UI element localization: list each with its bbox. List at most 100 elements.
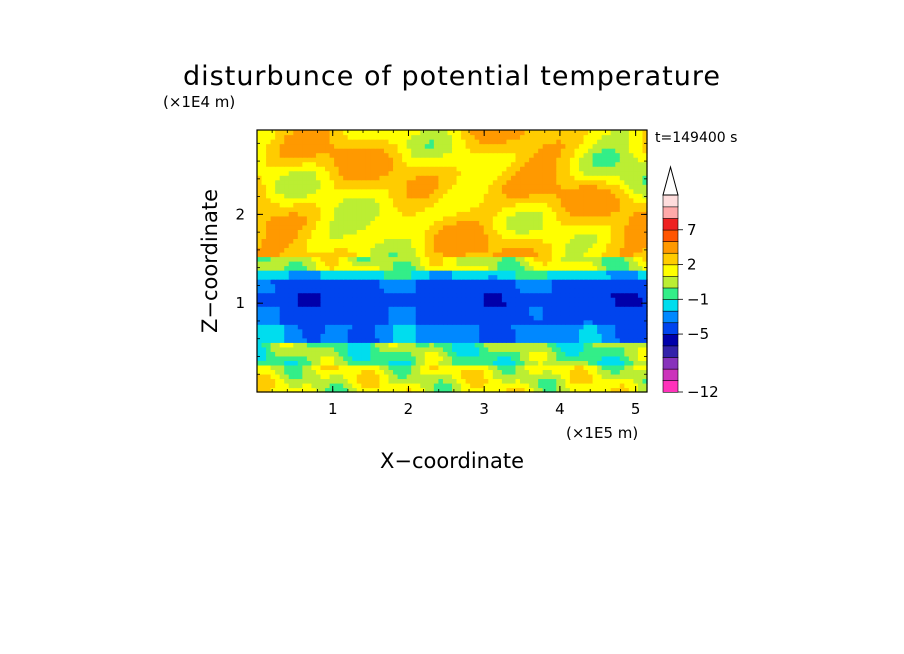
field-cell — [501, 261, 508, 267]
field-cell — [393, 369, 399, 375]
field-cell — [338, 152, 344, 158]
field-cell — [565, 369, 571, 375]
field-cell — [361, 157, 367, 163]
field-cell — [420, 369, 426, 375]
field-cell — [293, 130, 299, 136]
field-cell — [610, 161, 616, 167]
field-cell — [297, 328, 303, 334]
field-cell — [325, 139, 331, 145]
field-cell — [560, 179, 566, 185]
field-cell — [556, 224, 562, 230]
field-cell — [438, 179, 444, 185]
field-cell — [406, 143, 412, 149]
field-cell — [306, 387, 313, 393]
field-cell — [520, 324, 526, 330]
field-cell — [560, 188, 566, 194]
field-cell — [492, 333, 498, 339]
field-cell — [606, 256, 612, 262]
field-cell — [306, 279, 313, 285]
field-cell — [501, 188, 508, 194]
field-cell — [510, 337, 517, 343]
field-cell — [356, 360, 362, 366]
field-cell — [415, 387, 421, 393]
field-cell — [270, 333, 276, 339]
field-cell — [288, 373, 294, 380]
field-cell — [470, 152, 476, 158]
field-cell — [397, 224, 403, 230]
field-cell — [578, 378, 585, 384]
field-cell — [397, 292, 403, 298]
field-cell — [474, 188, 480, 194]
field-cell — [306, 319, 313, 325]
field-cell — [433, 324, 439, 330]
field-cell — [370, 342, 376, 348]
field-cell — [411, 301, 417, 307]
field-cell — [610, 292, 616, 298]
field-cell — [288, 378, 294, 384]
field-cell — [406, 139, 412, 145]
field-cell — [325, 279, 331, 285]
field-cell — [383, 215, 390, 221]
field-cell — [542, 170, 548, 176]
field-cell — [510, 265, 517, 271]
field-cell — [442, 170, 449, 176]
field-cell — [338, 251, 344, 258]
field-cell — [320, 148, 326, 154]
field-cell — [429, 175, 435, 181]
field-cell — [506, 333, 512, 339]
field-cell — [379, 188, 385, 194]
field-cell — [306, 324, 313, 330]
field-cell — [288, 301, 294, 307]
field-cell — [547, 288, 553, 294]
field-cell — [311, 333, 317, 339]
field-cell — [288, 188, 294, 194]
field-cell — [501, 328, 508, 334]
field-cell — [479, 247, 485, 253]
field-cell — [383, 170, 390, 176]
field-cell — [424, 188, 430, 194]
field-cell — [542, 143, 548, 149]
field-cell — [302, 261, 308, 267]
field-cell — [302, 247, 308, 253]
field-cell — [406, 247, 412, 253]
field-cell — [538, 139, 544, 145]
field-cell — [261, 301, 267, 307]
field-cell — [284, 229, 290, 235]
field-cell — [538, 157, 544, 163]
field-cell — [456, 188, 462, 194]
field-cell — [297, 251, 303, 258]
field-cell — [610, 279, 616, 285]
field-cell — [338, 220, 344, 226]
field-cell — [624, 148, 630, 154]
field-cell — [452, 369, 458, 375]
field-cell — [565, 202, 571, 208]
field-cell — [429, 279, 435, 285]
field-cell — [447, 224, 453, 230]
field-cell — [442, 274, 449, 280]
field-cell — [565, 292, 571, 298]
field-cell — [474, 382, 480, 389]
field-cell — [520, 247, 526, 253]
field-cell — [388, 333, 394, 339]
field-cell — [383, 256, 390, 262]
field-cell — [610, 373, 616, 380]
field-cell — [606, 184, 612, 190]
field-cell — [347, 328, 353, 334]
field-cell — [578, 288, 585, 294]
field-cell — [533, 373, 539, 380]
field-cell — [560, 211, 566, 217]
field-cell — [574, 202, 580, 208]
field-cell — [560, 233, 566, 240]
field-cell — [483, 382, 489, 389]
field-cell — [483, 306, 489, 312]
field-cell — [388, 360, 394, 366]
field-cell — [406, 333, 412, 339]
field-cell — [588, 355, 594, 361]
field-cell — [520, 233, 526, 240]
field-cell — [266, 315, 272, 321]
field-cell — [578, 206, 585, 212]
field-cell — [637, 261, 644, 267]
field-cell — [547, 292, 553, 298]
field-cell — [628, 261, 634, 267]
field-cell — [628, 342, 634, 348]
